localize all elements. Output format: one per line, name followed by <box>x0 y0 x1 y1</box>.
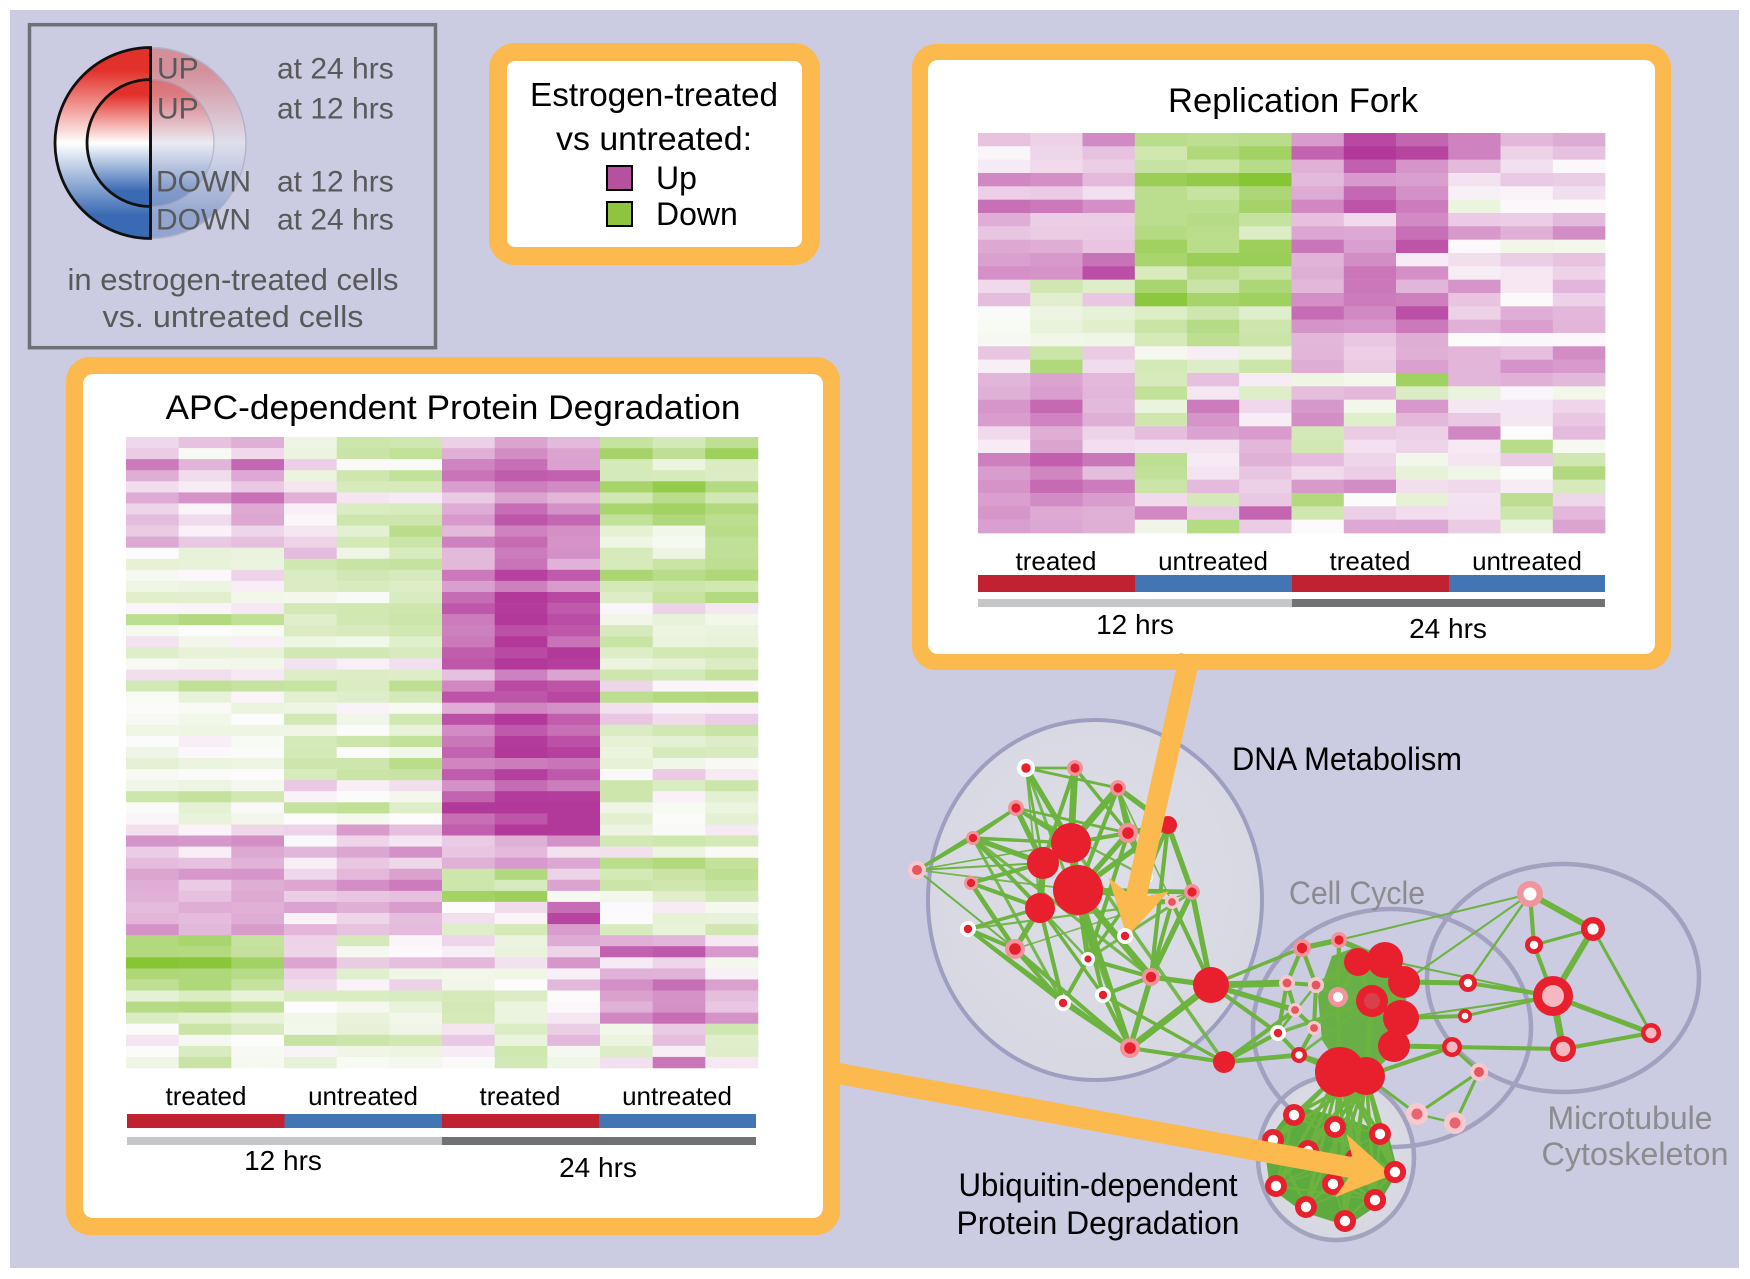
svg-text:vs. untreated cells: vs. untreated cells <box>103 299 364 334</box>
svg-text:DNA Metabolism: DNA Metabolism <box>1232 741 1462 777</box>
svg-text:UP: UP <box>157 53 199 86</box>
svg-text:at 24 hrs: at 24 hrs <box>277 53 394 86</box>
svg-text:treated: treated <box>1016 546 1097 576</box>
svg-text:Down: Down <box>656 196 738 232</box>
svg-text:untreated: untreated <box>308 1081 418 1111</box>
svg-text:at 24 hrs: at 24 hrs <box>277 203 394 236</box>
svg-text:DOWN: DOWN <box>156 166 251 199</box>
svg-text:treated: treated <box>480 1081 561 1111</box>
svg-text:vs untreated:: vs untreated: <box>556 120 752 157</box>
svg-text:untreated: untreated <box>1158 546 1268 576</box>
svg-text:12 hrs: 12 hrs <box>1096 609 1174 640</box>
svg-text:Replication Fork: Replication Fork <box>1168 82 1419 120</box>
svg-text:at 12 hrs: at 12 hrs <box>277 166 394 199</box>
svg-text:at 12 hrs: at 12 hrs <box>277 92 394 125</box>
svg-text:DOWN: DOWN <box>156 203 251 236</box>
svg-text:untreated: untreated <box>622 1081 732 1111</box>
svg-text:APC-dependent Protein Degradat: APC-dependent Protein Degradation <box>166 389 741 427</box>
svg-text:Microtubule: Microtubule <box>1548 1100 1713 1136</box>
svg-text:24 hrs: 24 hrs <box>1409 613 1487 644</box>
svg-text:in estrogen-treated cells: in estrogen-treated cells <box>68 262 399 297</box>
svg-text:Up: Up <box>656 160 697 196</box>
svg-text:treated: treated <box>1330 546 1411 576</box>
svg-text:Ubiquitin-dependent: Ubiquitin-dependent <box>959 1167 1238 1203</box>
svg-text:Cytoskeleton: Cytoskeleton <box>1542 1136 1729 1172</box>
svg-text:Estrogen-treated: Estrogen-treated <box>530 76 778 113</box>
svg-text:treated: treated <box>166 1081 247 1111</box>
svg-text:UP: UP <box>157 92 199 125</box>
svg-text:Cell Cycle: Cell Cycle <box>1289 875 1425 911</box>
svg-text:12 hrs: 12 hrs <box>244 1145 322 1176</box>
svg-text:untreated: untreated <box>1472 546 1582 576</box>
svg-text:24 hrs: 24 hrs <box>559 1152 637 1183</box>
svg-text:Protein Degradation: Protein Degradation <box>957 1205 1240 1241</box>
